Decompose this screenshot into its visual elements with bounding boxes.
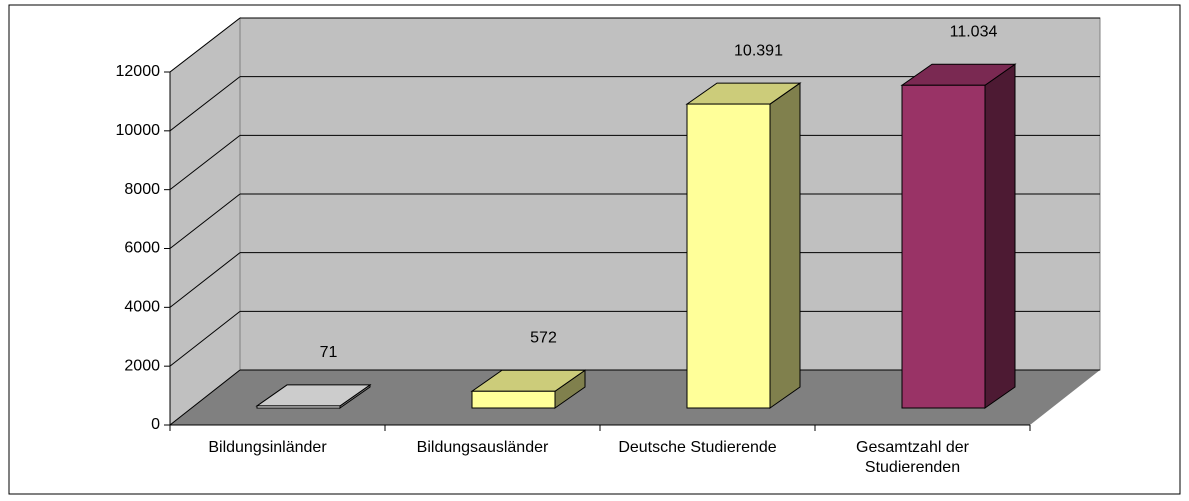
y-tick-label: 10000 — [116, 122, 161, 139]
y-tick-label: 12000 — [116, 63, 161, 80]
bar-front — [686, 103, 771, 409]
y-tick-label: 2000 — [124, 357, 160, 374]
value-label: 11.034 — [950, 23, 998, 40]
x-tick-label: Deutsche Studierende — [618, 439, 777, 456]
bar — [255, 383, 372, 409]
floor — [170, 370, 1100, 425]
grid-line-side — [169, 76, 241, 132]
bar — [470, 369, 587, 409]
y-tick-label: 4000 — [124, 299, 160, 316]
grid-line-side — [169, 193, 241, 249]
y-tick-label: 6000 — [124, 240, 160, 257]
x-tick-label: Bildungsausländer — [416, 439, 549, 456]
bar — [685, 82, 802, 409]
y-tick-label: 0 — [151, 416, 160, 433]
x-tick-label: Gesamtzahl der Studierenden — [856, 439, 969, 476]
value-label: 572 — [530, 329, 557, 346]
grid-line-side — [169, 17, 241, 73]
grid-line-side — [169, 134, 241, 191]
y-tick-label: 8000 — [124, 181, 160, 198]
grid-line-side — [169, 252, 241, 308]
bar-side — [769, 82, 801, 409]
value-label: 71 — [320, 344, 338, 361]
value-label: 10.391 — [734, 42, 783, 59]
bar-front — [256, 405, 341, 409]
grid-line-side — [169, 369, 241, 426]
bar-front — [471, 390, 556, 409]
x-tick-label: Bildungsinländer — [208, 439, 327, 456]
bar-side — [984, 63, 1016, 409]
bar — [900, 63, 1017, 409]
bar-front — [901, 84, 986, 409]
grid-line-side — [169, 310, 241, 367]
